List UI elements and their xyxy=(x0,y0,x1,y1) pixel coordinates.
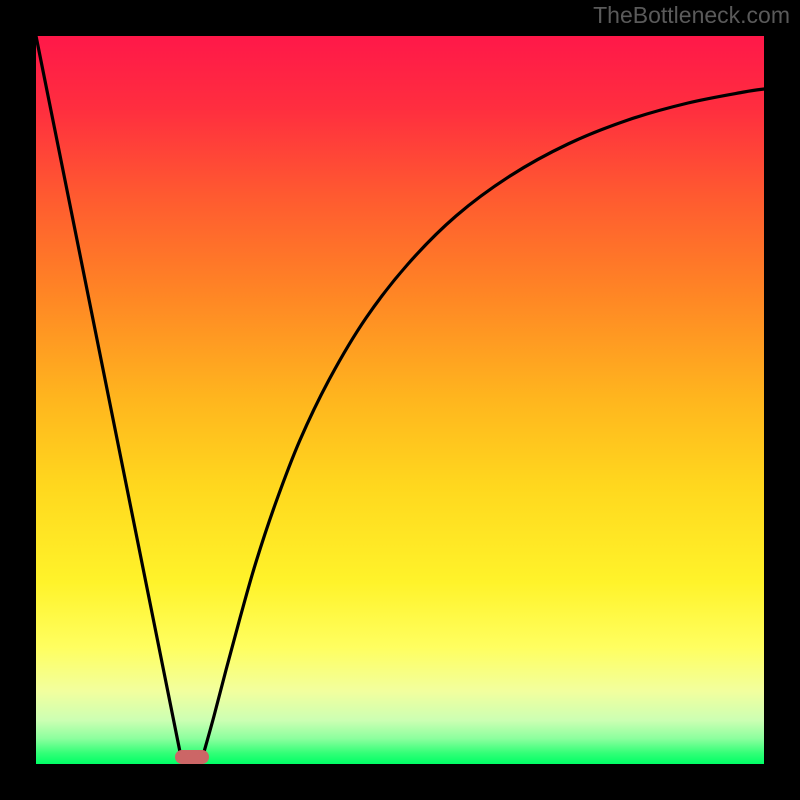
bottleneck-chart xyxy=(0,0,800,800)
chart-container: TheBottleneck.com xyxy=(0,0,800,800)
optimal-marker xyxy=(175,750,209,764)
plot-background xyxy=(36,36,764,764)
